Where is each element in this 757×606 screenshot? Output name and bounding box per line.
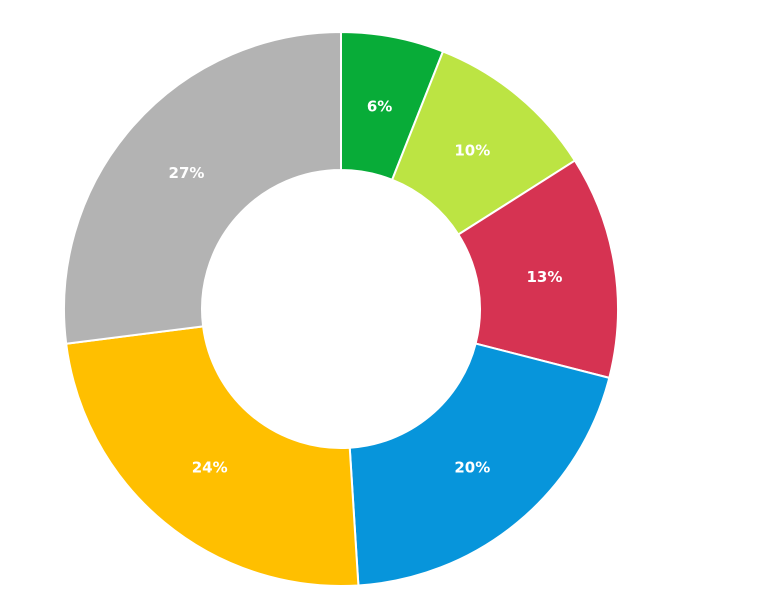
slice-label: 6% xyxy=(367,98,392,116)
labels-layer: 6% 10% 13% 20% 24% 27% xyxy=(169,98,563,477)
slices-layer xyxy=(63,30,619,587)
donut-slice xyxy=(348,342,611,587)
donut-slice xyxy=(65,325,360,587)
slice-label: 10% xyxy=(454,141,490,159)
donut-slice xyxy=(456,159,619,380)
slice-label: 13% xyxy=(527,268,563,286)
slice-label: 27% xyxy=(169,164,205,182)
slice-label: 20% xyxy=(454,459,490,477)
donut-slice xyxy=(63,30,342,345)
slice-label: 24% xyxy=(192,459,228,477)
